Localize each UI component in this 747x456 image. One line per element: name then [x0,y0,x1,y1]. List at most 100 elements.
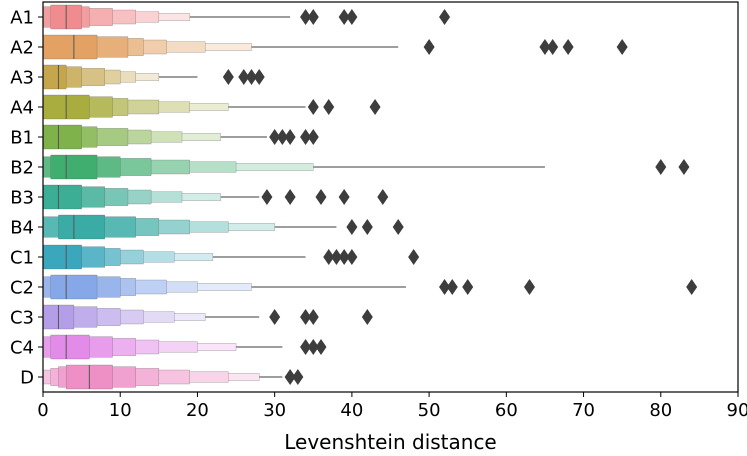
y-tick-label: B2 [10,158,34,179]
outlier-point [269,129,281,145]
outlier-point [346,219,358,235]
outlier-point [539,39,551,55]
outlier-point [246,69,257,85]
outlier-point [547,39,559,55]
letter-value-box [42,244,82,270]
y-tick-label: C2 [10,278,34,299]
y-tick-label: C3 [10,308,34,329]
letter-value-box [50,274,98,300]
y-tick-label: A4 [10,98,34,119]
y-tick-label: A2 [10,38,34,59]
outlier-point [253,69,265,85]
outlier-point [323,249,335,265]
boxen-group-d [42,364,304,390]
boxen-group-a2 [42,34,628,60]
outlier-point [323,99,335,115]
boxen-group-a1 [42,4,451,30]
outlier-point [261,189,273,205]
outlier-point [361,219,373,235]
outlier-point [307,339,319,355]
outlier-point [300,339,312,355]
outlier-point [655,159,667,175]
outlier-point [307,309,319,325]
outlier-point [338,9,350,25]
x-axis-title: Levenshtein distance [284,430,497,454]
outlier-point [446,279,458,295]
y-tick-label: B1 [10,128,34,149]
outlier-point [315,339,327,355]
outlier-point [439,9,451,25]
outlier-point [284,129,296,145]
outlier-point [222,69,234,85]
letter-value-box [58,214,105,240]
x-tick-label: 60 [495,400,518,421]
outlier-point [269,309,281,325]
y-tick-label: B4 [10,218,34,239]
boxen-group-a4 [42,94,381,120]
x-tick-label: 80 [649,400,672,421]
boxen-group-c1 [42,244,420,270]
y-tick-label: C1 [10,248,34,269]
outlier-point [330,249,342,265]
outlier-point [377,189,389,205]
boxen-group-a3 [42,64,265,90]
outlier-point [462,279,474,295]
outlier-point [284,189,296,205]
outlier-point [276,129,288,145]
outlier-point [423,39,435,55]
letter-value-box [42,34,98,60]
outlier-point [315,189,327,205]
x-tick-label: 20 [186,400,209,421]
x-tick-label: 90 [727,400,747,421]
outlier-point [307,99,319,115]
boxen-group-c2 [42,274,698,300]
letter-value-box [50,154,98,180]
boxen-group-b3 [42,184,389,210]
boxen-group-b2 [42,154,690,180]
boxen-group-b1 [42,124,319,150]
letter-value-box [42,184,82,210]
outlier-point [524,279,535,295]
outlier-point [369,99,381,115]
boxen-group-b4 [42,214,404,240]
y-tick-label: C4 [10,338,34,359]
outlier-point [392,219,404,235]
y-tick-label: D [20,368,34,389]
y-axis: A1 A2 A3 A4 B1 B2 B3 B4 C1 C2 C3 C4 D [10,8,43,389]
boxen-group-c3 [42,304,373,330]
x-tick-label: 40 [340,400,363,421]
letter-value-box [50,334,90,360]
outlier-point [616,39,628,55]
y-tick-label: A1 [10,8,34,29]
y-tick-label: A3 [10,68,34,89]
x-tick-label: 70 [572,400,595,421]
letter-value-box [42,124,82,150]
x-tick-label: 0 [37,400,48,421]
outlier-point [346,249,358,265]
outlier-point [686,279,698,295]
outlier-point [361,309,373,325]
outlier-point [292,369,304,385]
outlier-point [300,129,312,145]
x-tick-label: 50 [418,400,441,421]
outlier-point [300,309,312,325]
outlier-point [238,69,250,85]
plot-area [42,4,698,390]
outlier-point [307,129,319,145]
outlier-point [338,249,350,265]
outlier-point [562,39,574,55]
x-tick-label: 10 [109,400,132,421]
outlier-point [284,369,296,385]
outlier-point [408,249,420,265]
outlier-point [338,189,350,205]
outlier-point [678,159,690,175]
outlier-point [307,9,319,25]
x-tick-label: 30 [263,400,286,421]
outlier-point [346,9,358,25]
y-tick-label: B3 [10,188,34,209]
outlier-point [439,279,451,295]
outlier-point [300,9,312,25]
boxen-group-c4 [42,334,327,360]
x-axis: 0 10 20 30 40 50 60 70 80 90 [37,392,747,421]
